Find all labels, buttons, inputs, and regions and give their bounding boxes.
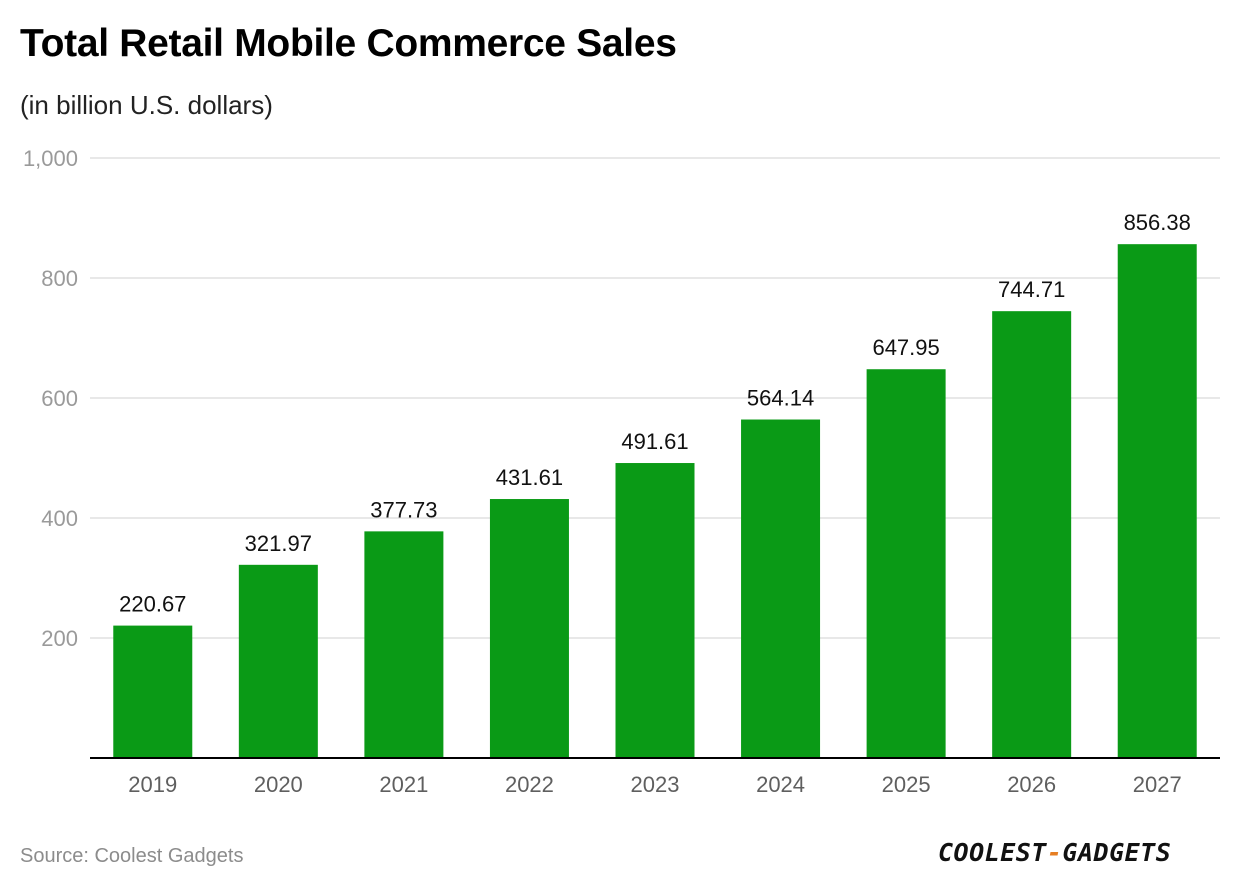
- data-label: 491.61: [621, 429, 688, 454]
- x-tick-label: 2024: [756, 772, 805, 797]
- x-tick-label: 2025: [882, 772, 931, 797]
- x-tick-label: 2023: [631, 772, 680, 797]
- y-tick-label: 600: [41, 386, 78, 411]
- x-tick-label: 2027: [1133, 772, 1182, 797]
- bar: [992, 311, 1072, 758]
- bar: [238, 564, 318, 758]
- y-tick-label: 400: [41, 506, 78, 531]
- y-tick-label: 200: [41, 626, 78, 651]
- y-tick-label: 800: [41, 266, 78, 291]
- x-tick-label: 2019: [128, 772, 177, 797]
- bar: [615, 463, 695, 758]
- source-note: Source: Coolest Gadgets: [20, 845, 244, 867]
- x-tick-label: 2022: [505, 772, 554, 797]
- data-label: 564.14: [747, 386, 814, 411]
- bar: [866, 369, 946, 758]
- data-label: 377.73: [370, 497, 437, 522]
- data-label: 647.95: [872, 335, 939, 360]
- bar: [1117, 244, 1197, 758]
- data-label: 856.38: [1124, 210, 1191, 235]
- logo-dash: -: [1046, 838, 1063, 867]
- x-tick-label: 2021: [379, 772, 428, 797]
- y-tick-label: 1,000: [23, 146, 78, 171]
- logo-text-coolest: COOLEST: [938, 838, 1047, 867]
- data-label: 431.61: [496, 465, 563, 490]
- bar: [364, 531, 444, 758]
- bar: [489, 499, 569, 758]
- x-tick-label: 2026: [1007, 772, 1056, 797]
- x-tick-label: 2020: [254, 772, 303, 797]
- data-label: 744.71: [998, 277, 1065, 302]
- bar: [741, 419, 821, 758]
- bar: [113, 625, 193, 758]
- data-label: 321.97: [245, 531, 312, 556]
- brand-logo: COOLEST-GADGETS: [938, 838, 1171, 867]
- data-label: 220.67: [119, 592, 186, 617]
- chart-subtitle: (in billion U.S. dollars): [20, 90, 273, 120]
- logo-text-gadgets: GADGETS: [1062, 838, 1172, 867]
- chart-title: Total Retail Mobile Commerce Sales: [20, 22, 677, 65]
